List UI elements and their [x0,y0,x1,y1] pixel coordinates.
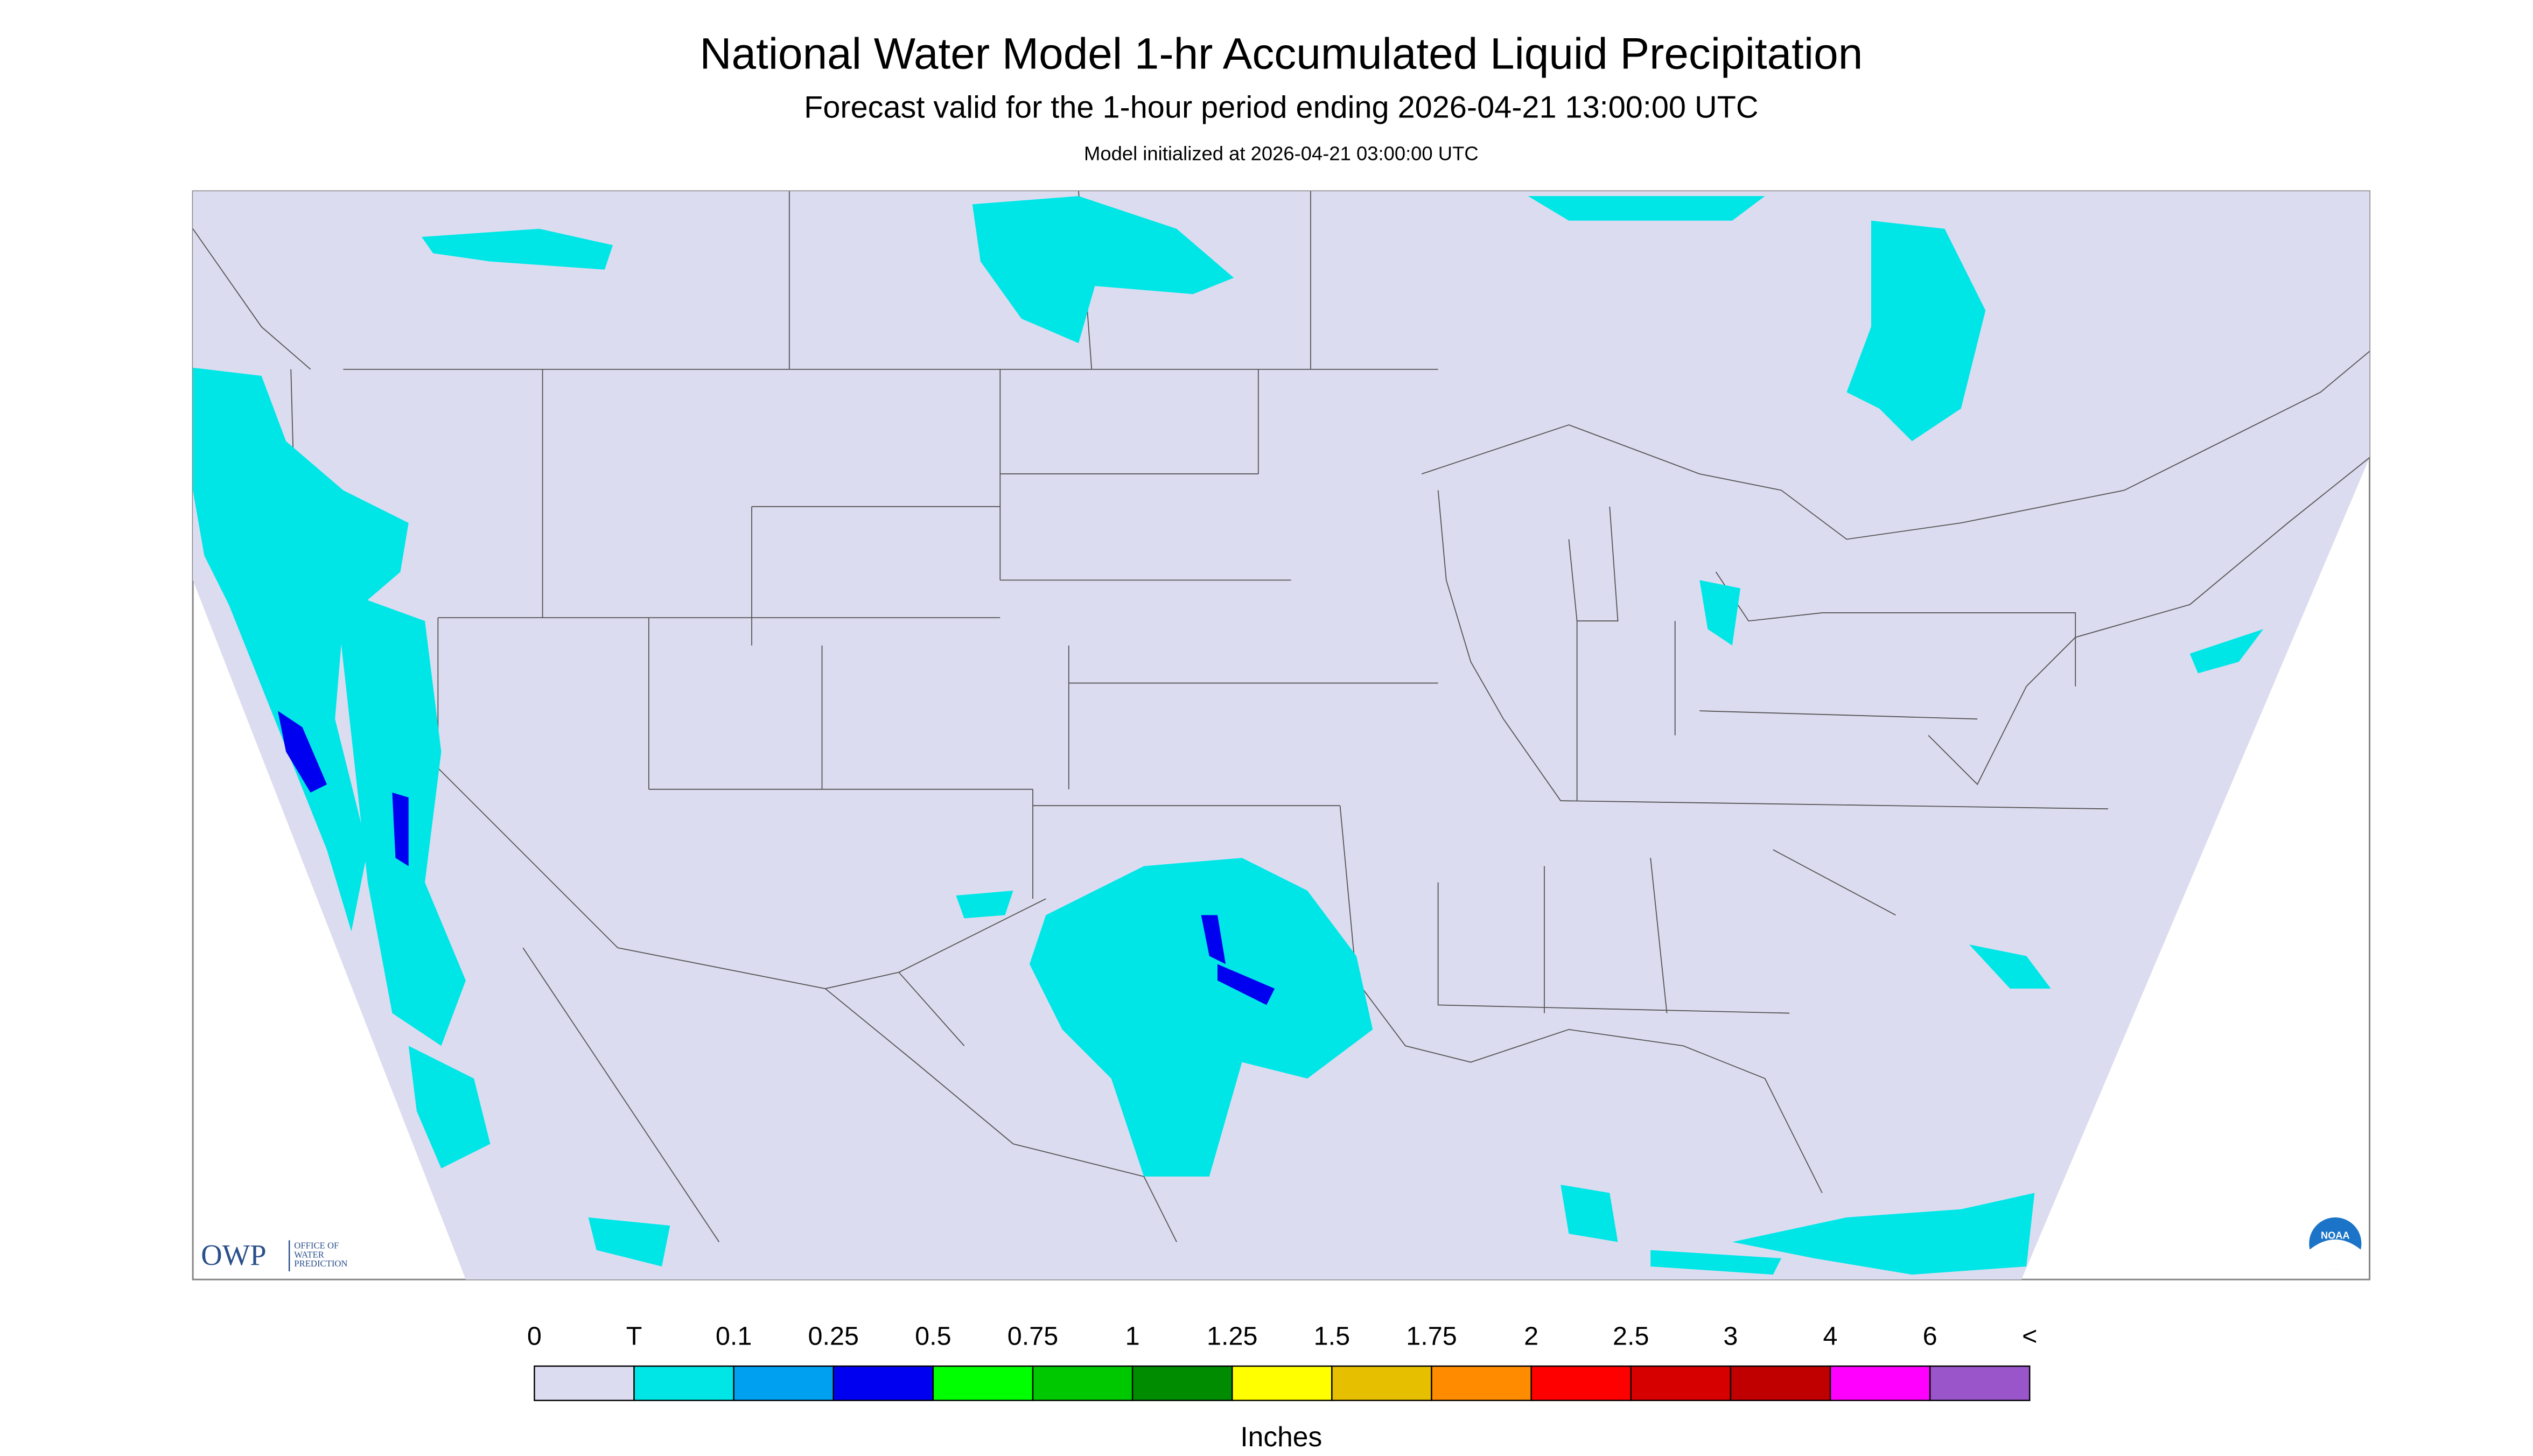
owp-text: OFFICE OF WATER PREDICTION [294,1241,347,1269]
legend-label: 0.5 [915,1322,951,1351]
legend-label: 4 [1823,1322,1838,1351]
legend-swatch [832,1365,934,1402]
legend-label: 1 [1125,1322,1140,1351]
legend-label: < [2022,1322,2037,1351]
legend-label: 1.25 [1207,1322,1258,1351]
owp-text-line: PREDICTION [294,1258,347,1269]
legend-swatch [1032,1365,1133,1402]
owp-text-line: WATER [294,1249,324,1259]
subtitle: Forecast valid for the 1-hour period end… [804,90,1758,125]
legend-swatch [932,1365,1034,1402]
legend-swatch [1630,1365,1732,1402]
legend-label: 0 [527,1322,542,1351]
legend-swatch [1331,1365,1432,1402]
legend-label: 0.1 [716,1322,752,1351]
noaa-logo: NOAA [2321,1230,2350,1241]
legend-label: 1.75 [1406,1322,1457,1351]
legend-swatch [1431,1365,1532,1402]
title: National Water Model 1-hr Accumulated Li… [699,29,1863,78]
legend-swatch [1530,1365,1632,1402]
init-time: Model initialized at 2026-04-21 03:00:00… [1084,142,1479,164]
legend-label: 6 [1923,1322,1937,1351]
legend: 0 T 0.1 0.25 0.5 0.75 1 1.25 1.5 1.75 2 2.5 3 4 6 < [527,1322,2037,1402]
legend-swatch [1929,1365,2031,1402]
owp-text-line: OFFICE OF [294,1241,339,1251]
legend-label: 2.5 [1613,1322,1649,1351]
legend-swatch [1829,1365,1931,1402]
legend-swatch [733,1365,834,1402]
legend-label: 0.25 [808,1322,859,1351]
legend-unit: Inches [1240,1421,1322,1452]
legend-swatch [1231,1365,1333,1402]
legend-swatch [534,1365,635,1402]
legend-label: 3 [1723,1322,1738,1351]
legend-label: T [626,1322,642,1351]
legend-swatch [1131,1365,1233,1402]
legend-swatch [1730,1365,1831,1402]
legend-label: 1.5 [1314,1322,1351,1351]
legend-label: 0.75 [1007,1322,1058,1351]
owp-logo: OWP [201,1238,266,1271]
legend-label: 2 [1524,1322,1538,1351]
map: OWP OFFICE OF WATER PREDICTION NOAA [192,190,2371,1280]
legend-swatch [633,1365,734,1402]
